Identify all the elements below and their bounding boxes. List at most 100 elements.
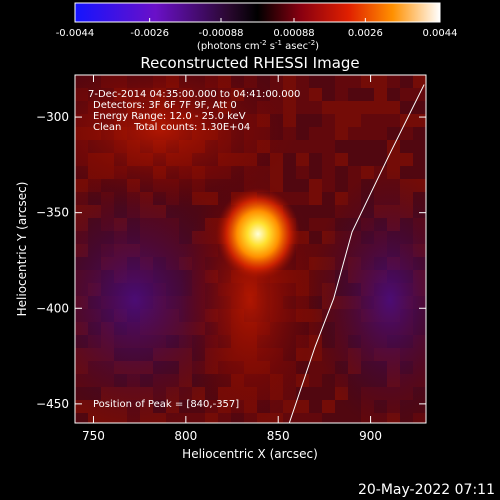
peak-source: [216, 188, 300, 280]
heatmap-cell: [322, 88, 335, 101]
heatmap-cell: [309, 153, 322, 166]
solar-limb-line: [288, 84, 425, 423]
heatmap-cell: [374, 101, 387, 114]
heatmap-cell: [361, 101, 374, 114]
footer-timestamp: 20-May-2022 07:11: [358, 482, 495, 498]
colorbar-tick-label: 0.0044: [423, 28, 458, 39]
colorbar-strip: [74, 2, 441, 23]
heatmap-cell: [400, 127, 413, 140]
heatmap-cell: [309, 101, 322, 114]
heatmap-cell: [309, 374, 322, 387]
heatmap-cell: [413, 127, 426, 140]
y-tick-label: −400: [36, 301, 69, 315]
heatmap-cell: [374, 127, 387, 140]
heatmap-cell: [348, 101, 361, 114]
heatmap-cell: [348, 88, 361, 101]
heatmap-cell: [309, 361, 322, 374]
y-axis-ticks: −300 −350 −400 −450: [36, 110, 426, 411]
heatmap-cell: [283, 75, 296, 88]
x-axis-ticks: 750 800 850 900: [82, 75, 382, 443]
heatmap-cell: [309, 75, 322, 88]
heatmap-cell: [296, 153, 309, 166]
heatmap-cell: [400, 153, 413, 166]
heatmap-cell: [348, 127, 361, 140]
heatmap-cell: [322, 179, 335, 192]
heatmap-cell: [387, 127, 400, 140]
colorbar-ticks: -0.0044 -0.0026 -0.00088 0.00088 0.0026 0.004…: [56, 18, 458, 39]
heatmap-cell: [322, 101, 335, 114]
heatmap-cell: [335, 413, 348, 423]
annotation-detectors: Detectors: 3F 6F 7F 9F, Att 0: [93, 100, 237, 111]
annotation-time-range: 7-Dec-2014 04:35:00.000 to 04:41:00.000: [88, 89, 300, 100]
heatmap-cell: [296, 140, 309, 153]
heatmap-cell: [374, 75, 387, 88]
heatmap-cell: [309, 387, 322, 400]
heatmap-cell: [322, 387, 335, 400]
heatmap-cell: [296, 400, 309, 413]
heatmap-cell: [309, 166, 322, 179]
heatmap-cell: [413, 75, 426, 88]
heatmap-cell: [348, 75, 361, 88]
x-axis-label: Heliocentric X (arcsec): [182, 447, 318, 461]
colorbar-tick-label: 0.00088: [273, 28, 314, 39]
heatmap-cell: [374, 153, 387, 166]
y-tick-label: −350: [36, 206, 69, 220]
heatmap-cell: [335, 179, 348, 192]
heatmap-cell: [413, 140, 426, 153]
heatmap-cell: [335, 166, 348, 179]
heatmap-cell: [322, 127, 335, 140]
heatmap-cell: [192, 413, 205, 423]
heatmap-cell: [374, 114, 387, 127]
heatmap-cell: [322, 166, 335, 179]
heatmap-cell: [387, 101, 400, 114]
heatmap-cell: [413, 114, 426, 127]
heatmap-cell: [348, 140, 361, 153]
heatmap-cell: [296, 413, 309, 423]
heatmap-cell: [413, 101, 426, 114]
negative-lobe-right: [310, 170, 426, 423]
x-tick-label: 900: [359, 429, 382, 443]
heatmap-cell: [309, 114, 322, 127]
heatmap-cell: [361, 75, 374, 88]
heatmap-cell: [309, 179, 322, 192]
heatmap-cell: [309, 88, 322, 101]
heatmap-cell: [335, 127, 348, 140]
heatmap-cell: [335, 114, 348, 127]
annotation-energy-range: Energy Range: 12.0 - 25.0 keV: [93, 111, 246, 122]
colorbar: -0.0044 -0.0026 -0.00088 0.00088 0.0026 0.004…: [56, 2, 458, 52]
y-tick-label: −300: [36, 110, 69, 124]
y-tick-label: −450: [36, 397, 69, 411]
heatmap-cell: [296, 192, 309, 205]
heatmap-cell: [348, 166, 361, 179]
heatmap-cell: [205, 413, 218, 423]
colorbar-tick-label: -0.00088: [199, 28, 244, 39]
heatmap-cell: [361, 127, 374, 140]
heatmap-cell: [361, 88, 374, 101]
heatmap-cell: [296, 166, 309, 179]
annotation-clean-counts: Clean Total counts: 1.30E+04: [93, 122, 250, 133]
heatmap-cell: [309, 400, 322, 413]
heatmap-cell: [348, 153, 361, 166]
heatmap-cell: [361, 114, 374, 127]
heatmap-cell: [335, 101, 348, 114]
x-tick-label: 850: [267, 429, 290, 443]
heatmap-cell: [374, 140, 387, 153]
heatmap-cell: [283, 413, 296, 423]
heatmap-image: [75, 75, 426, 423]
heatmap-cell: [400, 88, 413, 101]
heatmap-cell: [322, 153, 335, 166]
colorbar-tick-label: 0.0026: [348, 28, 383, 39]
heatmap-cell: [309, 218, 322, 231]
annotation-peak-position: Position of Peak = [840,-357]: [93, 399, 239, 410]
heatmap-cell: [322, 114, 335, 127]
heatmap-cell: [309, 205, 322, 218]
heatmap-cell: [335, 140, 348, 153]
colorbar-unit-label: (photons cm-2 s-1 asec-2): [197, 39, 319, 52]
heatmap-cell: [361, 153, 374, 166]
heatmap-cell: [413, 166, 426, 179]
plot-frame: [74, 74, 427, 424]
heatmap-cell: [309, 192, 322, 205]
x-tick-label: 800: [174, 429, 197, 443]
heatmap-cell: [387, 114, 400, 127]
